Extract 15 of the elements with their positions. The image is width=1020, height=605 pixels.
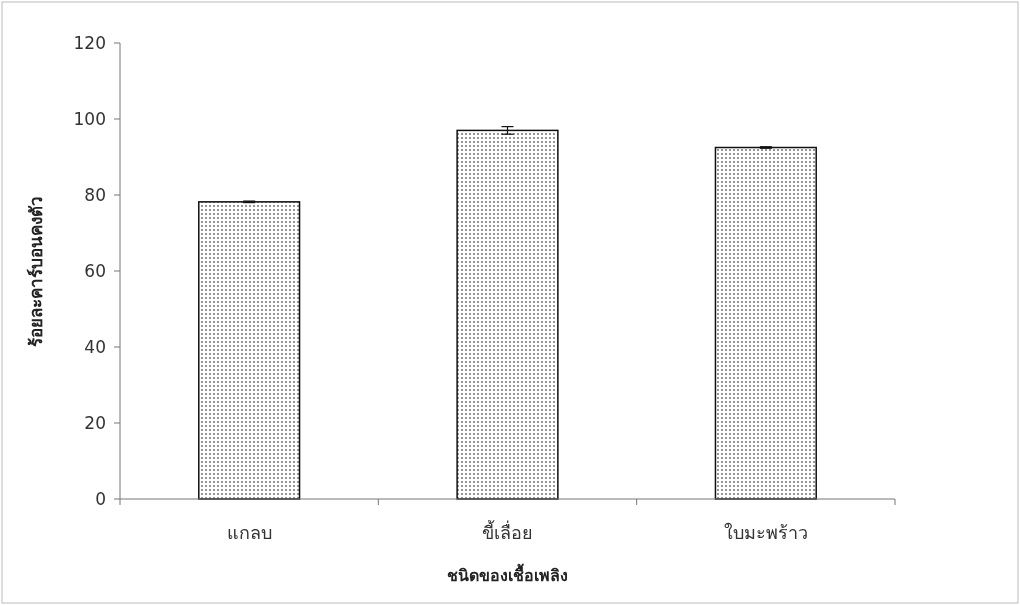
bar [198, 201, 301, 500]
y-tick-label: 40 [84, 337, 106, 357]
x-tick-label: แกลบ [226, 522, 272, 543]
bar [456, 129, 559, 500]
y-tick-label: 100 [73, 109, 106, 129]
x-axis-title: ชนิดของเชื้อเพลิง [447, 563, 568, 585]
x-tick-label: ขี้เลื่อย [482, 520, 533, 543]
bar [714, 146, 817, 500]
y-axis-title: ร้อยละคาร์บอนคงตัว [26, 195, 46, 347]
y-tick-label: 60 [84, 261, 106, 281]
x-tick-label: ใบมะพร้าว [723, 522, 808, 543]
y-tick-label: 80 [84, 185, 106, 205]
y-tick-label: 0 [95, 489, 106, 509]
y-tick-label: 20 [84, 413, 106, 433]
y-tick-label: 120 [73, 33, 106, 53]
